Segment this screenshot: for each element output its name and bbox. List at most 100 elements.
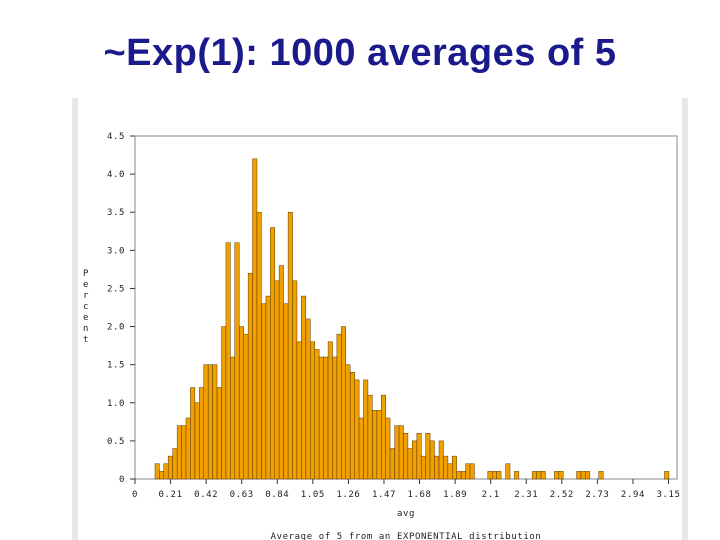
y-axis-label-letter: e (83, 280, 89, 290)
histogram-bar (505, 463, 511, 480)
histogram-bar (336, 333, 342, 480)
x-tick-label: 2.94 (621, 490, 645, 500)
chart-caption: Average of 5 from an EXPONENTIAL distrib… (271, 532, 542, 540)
x-tick-label: 1.26 (336, 490, 360, 500)
histogram-bar (460, 471, 466, 480)
histogram-bar (496, 471, 502, 480)
histogram-bar (443, 455, 449, 480)
histogram-bar (274, 280, 280, 480)
histogram-bar (376, 410, 382, 480)
histogram-bar (469, 463, 475, 480)
histogram-bar (531, 471, 537, 480)
x-tick-label: 0.84 (265, 490, 289, 500)
histogram-bar (310, 341, 315, 480)
histogram-bar (434, 455, 440, 480)
histogram-bar (367, 394, 373, 480)
histogram-bar (487, 471, 493, 480)
y-axis-label-letter: c (83, 302, 89, 312)
x-axis-label: avg (397, 509, 415, 519)
histogram-bar (230, 356, 236, 480)
y-tick-label: 1.0 (107, 399, 125, 409)
histogram-bar (389, 448, 395, 480)
y-tick-label: 2.0 (107, 323, 125, 333)
histogram-bar (385, 417, 391, 480)
histogram-bar (261, 303, 267, 480)
histogram-bar (194, 402, 200, 480)
histogram-bar (207, 364, 213, 480)
histogram-bar (234, 242, 240, 480)
histogram-bar (252, 158, 258, 480)
histogram-bar (314, 349, 320, 480)
x-tick-label: 1.47 (372, 490, 396, 500)
histogram-bar (159, 471, 165, 480)
histogram-bar (576, 471, 582, 480)
x-tick-label: 1.89 (443, 490, 467, 500)
histogram-bar (287, 211, 293, 480)
histogram-bar (350, 372, 355, 480)
histogram-bar (585, 471, 591, 480)
y-tick-label: 0 (119, 475, 125, 485)
x-tick-label: 0.63 (230, 490, 254, 500)
histogram-bar (283, 303, 289, 480)
x-tick-label: 2.31 (514, 490, 538, 500)
y-axis-label-letter: P (83, 269, 89, 279)
histogram-bar (558, 471, 564, 480)
histogram-bar (438, 440, 444, 480)
y-axis-label-letter: r (83, 291, 89, 301)
histogram-bar (554, 471, 560, 480)
histogram-bar (398, 425, 404, 480)
histogram-bar (412, 440, 417, 480)
histogram-bar (199, 387, 205, 480)
x-tick-label: 2.73 (585, 490, 609, 500)
histogram-bar (278, 265, 284, 480)
histogram-bar (664, 471, 670, 480)
histogram-bar (265, 295, 271, 480)
histogram-bar (296, 341, 302, 480)
x-tick-label: 0.42 (194, 490, 218, 500)
histogram-bar (301, 295, 307, 480)
histogram-bar (270, 227, 276, 480)
y-axis-label-letter: t (83, 335, 89, 345)
histogram-bar (429, 440, 435, 480)
y-tick-label: 3.0 (107, 246, 125, 256)
histogram-bar (341, 326, 346, 480)
histogram-bar (181, 425, 187, 480)
x-tick-label: 3.15 (656, 490, 680, 500)
histogram-bar (354, 379, 360, 480)
histogram-bar (456, 471, 462, 480)
histogram-bar (292, 280, 298, 480)
histogram-bar (172, 448, 178, 480)
histogram-bar (163, 463, 169, 480)
histogram-bar (256, 211, 262, 480)
histogram-bar (225, 242, 231, 480)
y-tick-label: 2.5 (107, 284, 125, 294)
histogram-bar (154, 463, 160, 480)
histogram-bar (318, 356, 324, 480)
histogram-bar (247, 272, 253, 480)
x-tick-label: 0 (132, 490, 138, 500)
histogram-bar (465, 463, 471, 480)
histogram-bar (420, 455, 426, 480)
histogram-bar (358, 417, 364, 480)
histogram-bar (323, 356, 329, 480)
histogram-bar (345, 364, 351, 480)
histogram-bar (491, 471, 497, 480)
histogram-bar (239, 326, 245, 480)
histogram-bar (403, 433, 409, 480)
histogram-bar (332, 356, 338, 480)
histogram-bar (514, 471, 520, 480)
x-tick-label: 2.1 (482, 490, 500, 500)
histogram-bar (381, 394, 386, 480)
histogram-bar (243, 333, 249, 480)
y-axis-label-letter: e (83, 313, 89, 323)
histogram-bar (540, 471, 546, 480)
histogram-bar (216, 387, 222, 480)
y-tick-label: 3.5 (107, 208, 125, 218)
histogram-bar (176, 425, 182, 480)
y-tick-label: 0.5 (107, 437, 125, 447)
x-tick-label: 1.05 (301, 490, 325, 500)
histogram-bar (451, 455, 457, 480)
y-tick-label: 1.5 (107, 361, 125, 371)
chart-panel: 0 0.5 1.0 1.5 2.0 2.5 3.0 3.5 4.0 4.5 0 0.21 0.42 0.6… (78, 98, 682, 540)
histogram-bar (305, 318, 311, 480)
